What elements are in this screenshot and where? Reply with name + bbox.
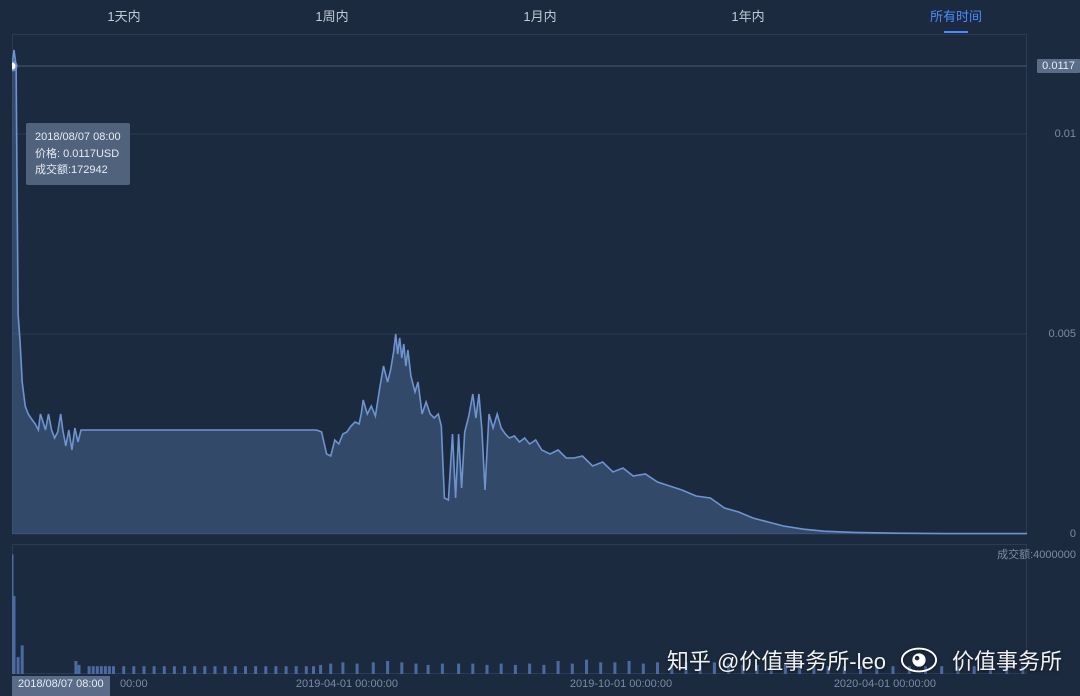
- x-tick-label: 2020-04-01 00:00:00: [834, 678, 936, 690]
- y-axis-highlight-badge: 0.0117: [1037, 59, 1080, 73]
- tooltip-volume: 成交额:172942: [35, 162, 121, 179]
- tab-0[interactable]: 1天内: [20, 0, 228, 31]
- hover-tooltip: 2018/08/07 08:00 价格: 0.0117USD 成交额:17294…: [26, 123, 130, 185]
- weibo-eye-icon: [900, 645, 938, 675]
- tab-4[interactable]: 所有时间: [852, 0, 1060, 31]
- watermark: 知乎 @价值事务所-leo 价值事务所: [667, 644, 1062, 676]
- x-tick-label: 2019-04-01 00:00:00: [296, 678, 398, 690]
- tab-3[interactable]: 1年内: [644, 0, 852, 31]
- time-range-tabs: 1天内1周内1月内1年内所有时间: [0, 0, 1080, 30]
- tab-1[interactable]: 1周内: [228, 0, 436, 31]
- tooltip-time: 2018/08/07 08:00: [35, 129, 121, 146]
- watermark-zhihu: 知乎 @价值事务所-leo: [667, 644, 886, 676]
- tab-2[interactable]: 1月内: [436, 0, 644, 31]
- y-tick-label: 0.005: [1048, 328, 1076, 340]
- volume-label: 成交额:4000000: [997, 546, 1076, 562]
- y-tick-label: 0: [1070, 528, 1076, 540]
- watermark-weibo: 价值事务所: [952, 644, 1062, 676]
- tooltip-price: 价格: 0.0117USD: [35, 146, 121, 163]
- y-tick-label: 0.01: [1055, 128, 1076, 140]
- x-tick-label: 2019-10-01 00:00:00: [570, 678, 672, 690]
- x-axis-highlight-badge: 2018/08/07 08:00: [12, 676, 110, 696]
- chart-area: 0 0.005 0.01 00:00 2019-04-01 00:00:00 2019-…: [12, 34, 1080, 696]
- x-tick-label: 00:00: [120, 678, 148, 690]
- price-chart[interactable]: [12, 34, 1080, 536]
